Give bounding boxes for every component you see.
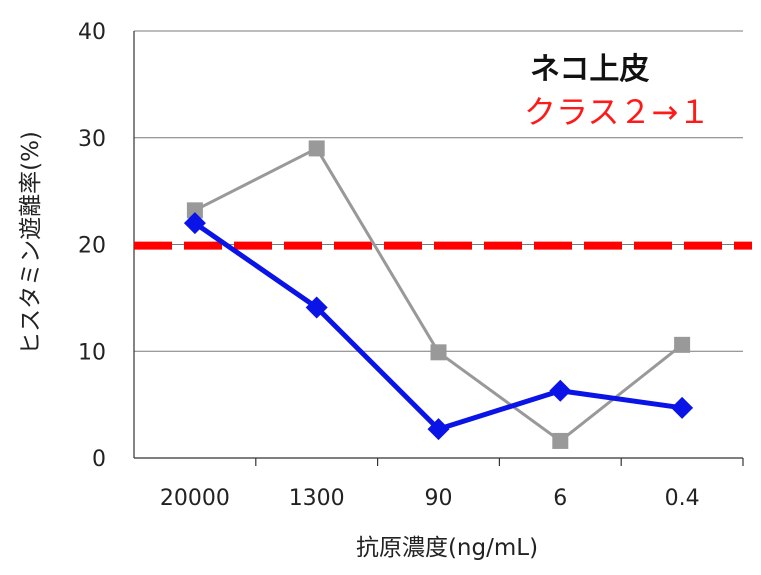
annotation-subtitle: クラス２→１	[524, 93, 710, 131]
y-tick-label: 20	[78, 234, 106, 259]
x-axis-title: 抗原濃度(ng/mL)	[356, 535, 538, 561]
data-point	[183, 212, 206, 235]
tick-labels: 0 10 20 30 40 20000 1300 90 6 0.4	[78, 20, 700, 511]
x-tick-label: 0.4	[665, 486, 700, 511]
x-tick-label: 1300	[289, 486, 345, 511]
y-tick-label: 40	[78, 20, 106, 45]
data-point	[549, 379, 572, 402]
y-tick-label: 10	[78, 340, 106, 365]
data-point	[430, 344, 447, 361]
x-tick-label: 6	[553, 486, 567, 511]
x-tick-label: 90	[425, 486, 453, 511]
gridlines	[134, 30, 743, 352]
data-point	[674, 336, 691, 353]
data-point	[305, 296, 328, 319]
series-group	[183, 140, 694, 449]
data-point	[427, 418, 450, 441]
annotation-title: ネコ上皮	[530, 52, 649, 87]
data-point	[308, 140, 325, 157]
y-tick-label: 30	[78, 127, 106, 152]
data-point	[671, 396, 694, 419]
data-point	[186, 202, 203, 219]
data-point	[552, 432, 569, 449]
series-line	[193, 221, 683, 432]
y-axis-title: ヒスタミン遊離率(%)	[18, 131, 44, 355]
x-tick-label: 20000	[160, 486, 230, 511]
y-tick-label: 0	[92, 447, 106, 472]
